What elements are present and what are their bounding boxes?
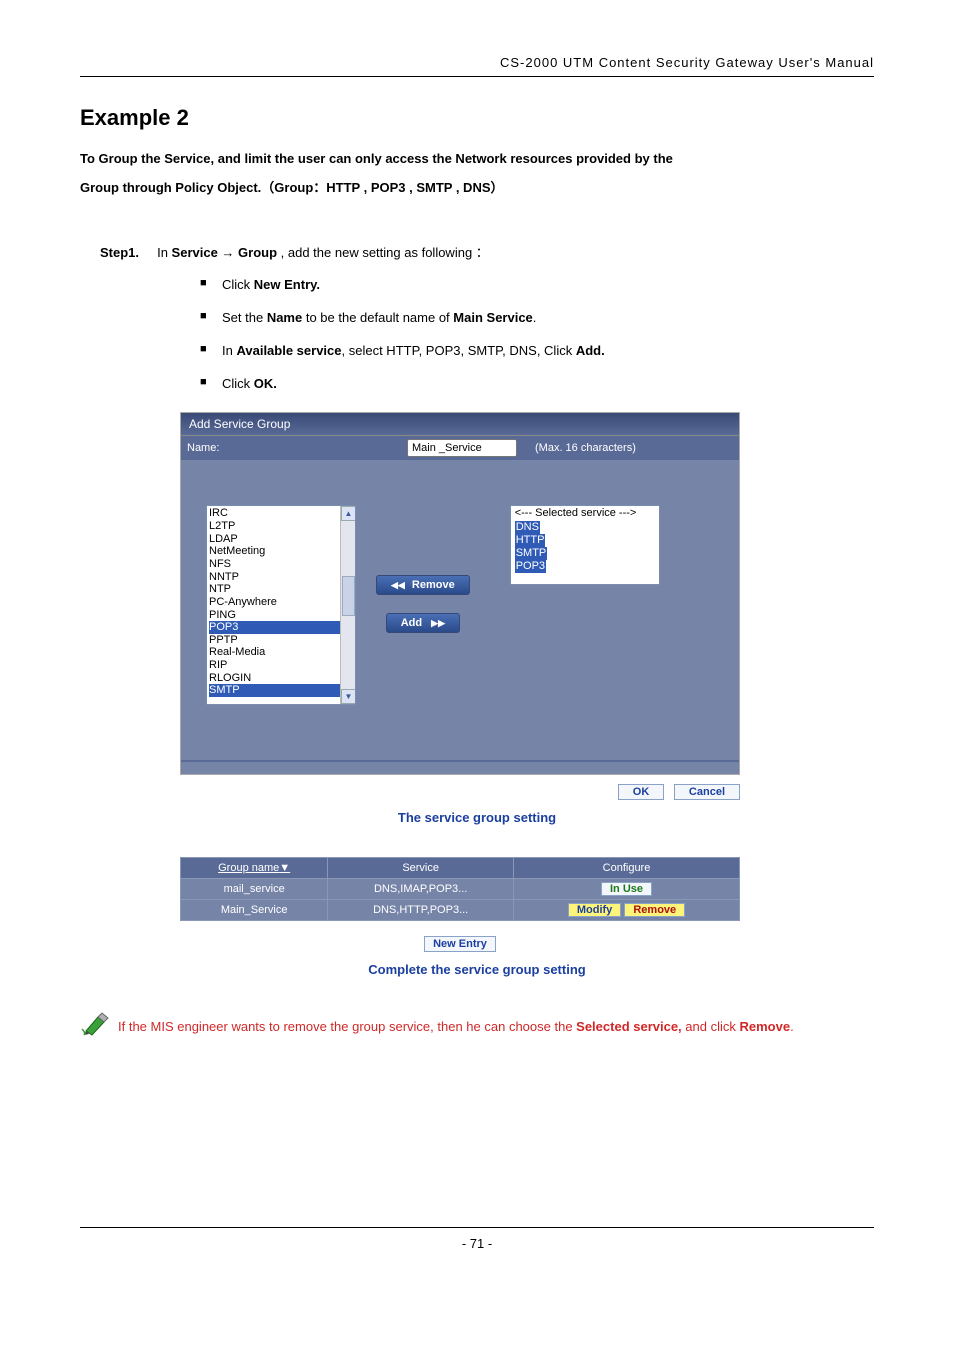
note-text: If the MIS engineer wants to remove the … bbox=[80, 1009, 874, 1046]
scroll-up-icon[interactable]: ▲ bbox=[341, 506, 356, 521]
step1-label: Step1. bbox=[100, 245, 139, 260]
caption-2: Complete the service group setting bbox=[80, 962, 874, 977]
intro-text: To Group the Service, and limit the user… bbox=[80, 145, 874, 202]
modify-button[interactable]: Modify bbox=[568, 903, 621, 917]
bullet-3: In Available service, select HTTP, POP3,… bbox=[200, 341, 874, 362]
selected-service-list[interactable]: <--- Selected service ---> DNSHTTPSMTPPO… bbox=[510, 505, 660, 585]
add-service-group-panel: Add Service Group Name: (Max. 16 charact… bbox=[180, 412, 740, 775]
scroll-thumb[interactable] bbox=[342, 576, 355, 616]
new-entry-button[interactable]: New Entry bbox=[424, 936, 496, 952]
selected-header: <--- Selected service ---> bbox=[515, 507, 655, 520]
cancel-button[interactable]: Cancel bbox=[674, 784, 740, 800]
name-input[interactable] bbox=[407, 439, 517, 457]
bullet-1: Click New Entry. bbox=[200, 275, 874, 296]
step1-bullets: Click New Entry. Set the Name to be the … bbox=[200, 275, 874, 394]
cell-group-name: mail_service bbox=[181, 879, 328, 900]
manual-header: CS-2000 UTM Content Security Gateway Use… bbox=[80, 55, 874, 77]
ok-cancel-row: OK Cancel bbox=[180, 783, 740, 800]
available-service-list[interactable]: IRCL2TPLDAPNetMeetingNFSNNTPNTPPC-Anywhe… bbox=[206, 505, 356, 705]
cell-service: DNS,IMAP,POP3... bbox=[328, 879, 514, 900]
in-use-button[interactable]: In Use bbox=[601, 882, 652, 896]
remove-button[interactable]: Remove bbox=[624, 903, 685, 917]
cell-configure: In Use bbox=[514, 879, 740, 900]
example-title: Example 2 bbox=[80, 105, 874, 131]
cell-group-name: Main_Service bbox=[181, 900, 328, 921]
name-hint: (Max. 16 characters) bbox=[535, 442, 636, 454]
th-group-name[interactable]: Group name▼ bbox=[181, 858, 328, 879]
bullet-4: Click OK. bbox=[200, 374, 874, 395]
panel-title: Add Service Group bbox=[181, 413, 739, 435]
th-configure: Configure bbox=[514, 858, 740, 879]
step1-row: Step1. In Service → Group , add the new … bbox=[100, 242, 874, 261]
add-button[interactable]: Add ▶▶ bbox=[386, 613, 460, 633]
caption-1: The service group setting bbox=[80, 810, 874, 825]
ok-button[interactable]: OK bbox=[618, 784, 665, 800]
bullet-2: Set the Name to be the default name of M… bbox=[200, 308, 874, 329]
note-icon bbox=[80, 1009, 114, 1046]
table-row: Main_Service DNS,HTTP,POP3... Modify Rem… bbox=[181, 900, 740, 921]
cell-service: DNS,HTTP,POP3... bbox=[328, 900, 514, 921]
scrollbar[interactable]: ▲ ▼ bbox=[340, 506, 355, 704]
panel-name-row: Name: (Max. 16 characters) bbox=[181, 435, 739, 460]
scroll-down-icon[interactable]: ▼ bbox=[341, 689, 356, 704]
name-label: Name: bbox=[187, 442, 407, 454]
page-footer: - 71 - bbox=[80, 1227, 874, 1251]
table-row: mail_service DNS,IMAP,POP3... In Use bbox=[181, 879, 740, 900]
cell-configure: Modify Remove bbox=[514, 900, 740, 921]
service-group-table: Group name▼ Service Configure mail_servi… bbox=[180, 857, 740, 921]
th-service: Service bbox=[328, 858, 514, 879]
remove-button[interactable]: ◀◀ Remove bbox=[376, 575, 470, 595]
